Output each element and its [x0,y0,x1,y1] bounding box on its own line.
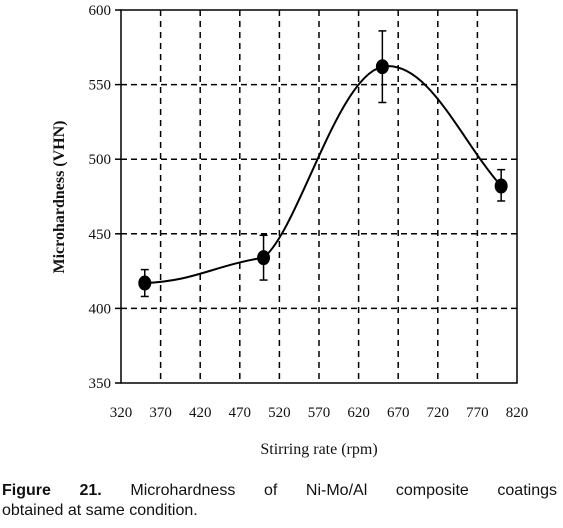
x-tick-label: 320 [110,405,133,421]
figure-label: Figure 21. [2,482,102,499]
caption-line-1: Figure 21. Microhardness of Ni-Mo/Al com… [2,481,557,501]
x-tick-label: 670 [387,405,410,421]
data-points [138,30,508,298]
data-point [375,59,389,75]
x-tick-label: 770 [466,405,489,421]
x-tick-label: 720 [427,405,450,421]
x-tick-label: 370 [149,405,172,421]
x-axis-title: Stirring rate (rpm) [260,441,377,458]
caption-text-1: Microhardness of Ni-Mo/Al composite coat… [130,482,558,499]
plot-area [120,9,518,384]
y-tick-label: 450 [89,227,112,243]
x-tick-label: 620 [347,405,370,421]
x-tick-label: 470 [229,405,252,421]
grid [121,10,517,383]
y-axis-ticks: 350 400 450 500 550 600 [89,3,121,392]
y-tick-label: 500 [89,152,112,168]
x-axis-ticks: 320 370 420 470 520 570 620 670 720 770 820 [110,405,529,421]
y-tick-label: 600 [89,3,112,19]
x-tick-label: 420 [189,405,212,421]
data-point [257,250,271,266]
x-tick-label: 570 [308,405,331,421]
y-tick-label: 350 [89,376,112,392]
data-point [138,275,152,291]
caption-text-2: obtained at same condition. [2,502,198,519]
series-line [144,65,502,285]
x-tick-label: 520 [268,405,291,421]
y-tick-label: 550 [89,78,112,94]
y-tick-label: 400 [89,301,112,317]
microhardness-chart: 320 370 420 470 520 570 620 670 720 770 820 350 400… [51,3,529,458]
figure-caption: Figure 21. Microhardness of Ni-Mo/Al com… [2,481,557,521]
y-axis-title: Microhardness (VHN) [51,120,68,273]
data-point [494,178,508,194]
x-tick-label: 820 [506,405,529,421]
